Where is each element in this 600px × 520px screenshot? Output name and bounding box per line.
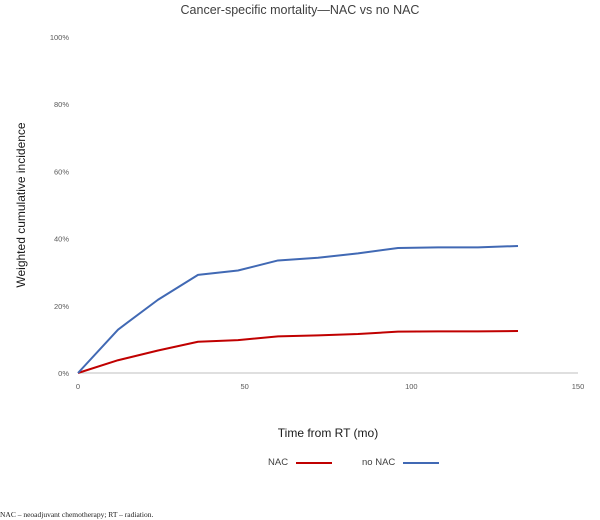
y-tick-label: 20% bbox=[54, 302, 69, 311]
y-tick-label: 80% bbox=[54, 100, 69, 109]
y-tick-labels: 0% 20% 40% 60% 80% 100% bbox=[50, 33, 70, 378]
y-tick-label: 60% bbox=[54, 167, 69, 176]
series-line-no-nac bbox=[77, 244, 519, 374]
y-tick-label: 100% bbox=[50, 33, 70, 42]
y-tick-label: 40% bbox=[54, 235, 69, 244]
chart-title: Cancer-specific mortality—NAC vs no NAC bbox=[180, 3, 420, 17]
x-axis-label: Time from RT (mo) bbox=[278, 426, 378, 440]
series-lines bbox=[77, 244, 519, 374]
x-tick-labels: 0 50 100 150 bbox=[76, 382, 584, 391]
y-tick-label: 0% bbox=[58, 369, 69, 378]
legend: NAC no NAC bbox=[0, 457, 600, 471]
x-tick-label: 150 bbox=[572, 382, 585, 391]
x-tick-label: 100 bbox=[405, 382, 418, 391]
series-line-nac bbox=[77, 330, 519, 374]
legend-item-no-nac: no NAC bbox=[362, 457, 440, 468]
x-tick-label: 0 bbox=[76, 382, 80, 391]
y-axis-label: Weighted cumulative incidence bbox=[14, 122, 28, 288]
legend-label-nac: NAC bbox=[268, 457, 289, 468]
legend-item-nac: NAC bbox=[268, 457, 333, 468]
legend-swatch-no-nac bbox=[403, 461, 440, 464]
figure-caption: NAC – neoadjuvant chemotherapy; RT – rad… bbox=[0, 510, 154, 519]
legend-label-no-nac: no NAC bbox=[362, 457, 396, 468]
legend-swatch-nac bbox=[296, 461, 333, 464]
x-tick-label: 50 bbox=[240, 382, 248, 391]
